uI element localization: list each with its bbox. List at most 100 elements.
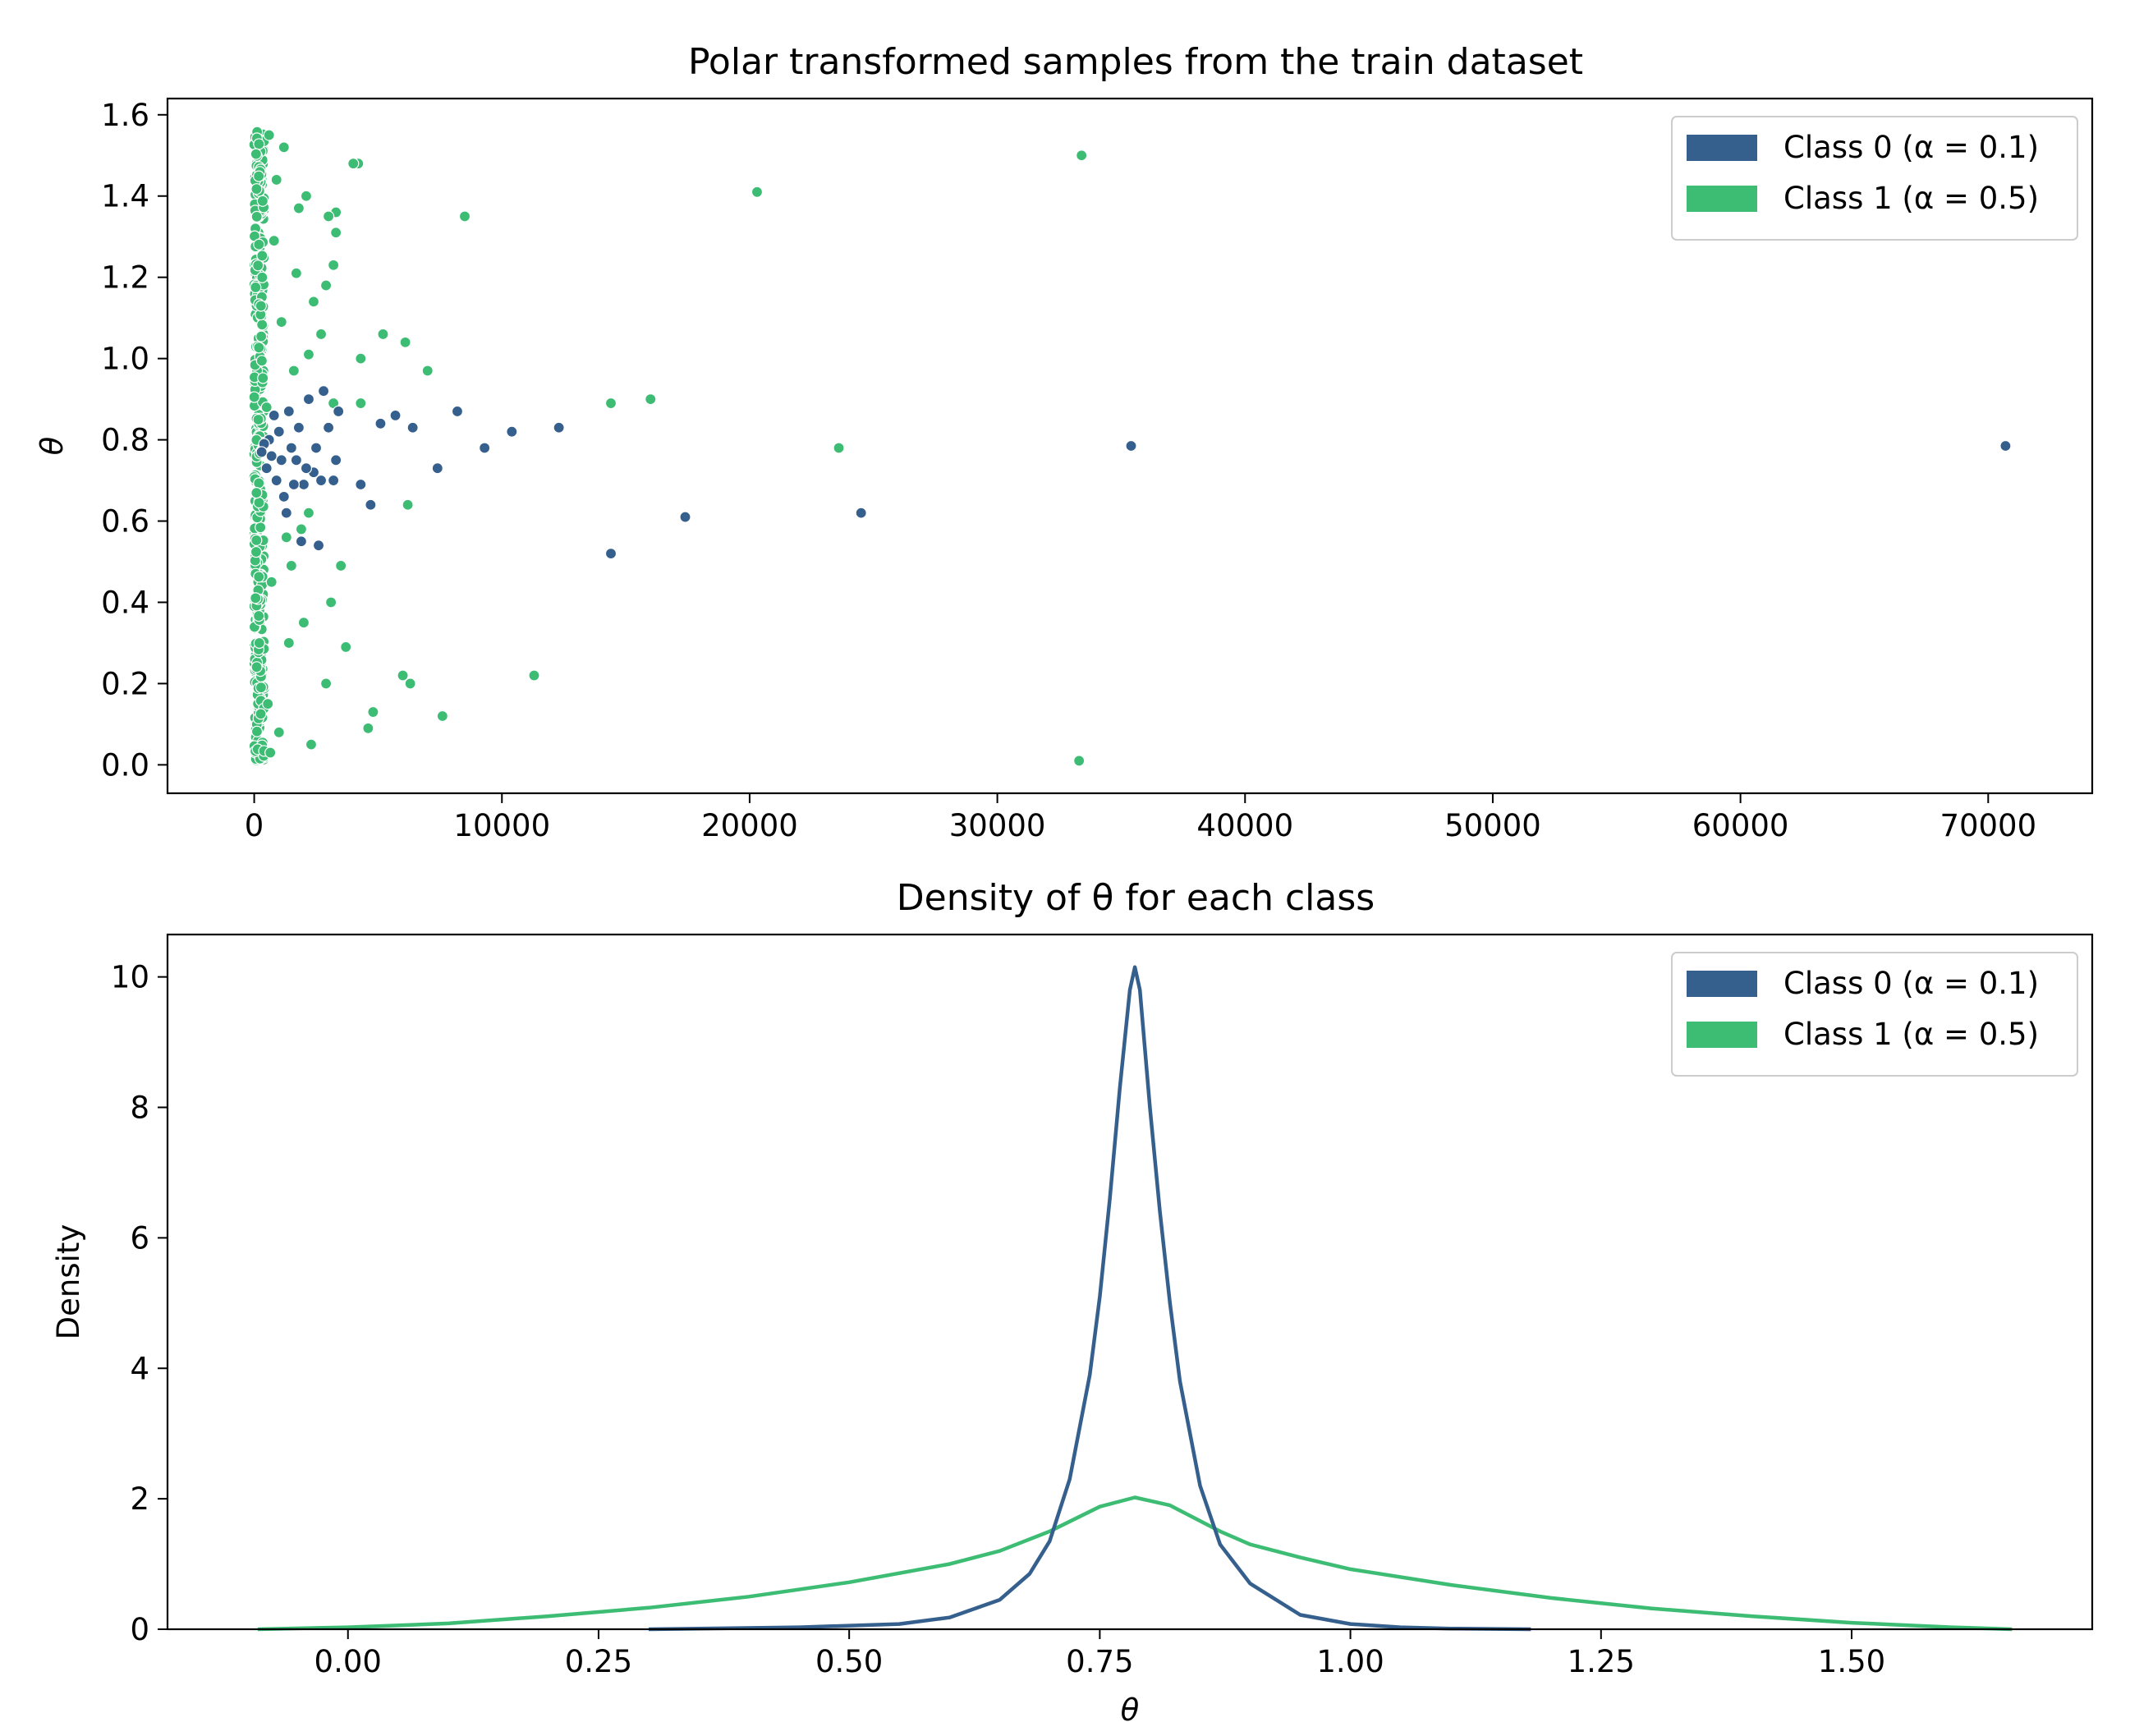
scatter-legend-label: Class 1 (α = 0.5) <box>1783 181 2039 216</box>
scatter-x-tick-label: 10000 <box>453 808 550 843</box>
scatter-x-tick-label: 40000 <box>1196 808 1293 843</box>
scatter-legend-label: Class 0 (α = 0.1) <box>1783 130 2039 165</box>
scatter-point-class0 <box>479 442 491 454</box>
scatter-point-class0 <box>300 462 313 475</box>
density-x-tick-label: 0.00 <box>314 1644 382 1679</box>
scatter-point-class1 <box>328 259 340 271</box>
scatter-point-class1 <box>255 682 268 694</box>
scatter-y-tick-label: 0.2 <box>101 666 149 701</box>
scatter-panel: Polar transformed samples from the train… <box>34 41 2094 843</box>
scatter-y-tick-label: 1.0 <box>101 342 149 377</box>
scatter-point-class1 <box>335 559 347 572</box>
scatter-point-class1 <box>253 238 265 250</box>
density-x-tick-label: 0.50 <box>815 1644 883 1679</box>
scatter-point-class1 <box>260 401 273 414</box>
scatter-point-class1 <box>250 183 263 195</box>
scatter-point-class1 <box>252 413 264 426</box>
scatter-point-class1 <box>290 267 302 279</box>
scatter-point-class1 <box>421 365 434 377</box>
scatter-point-class1 <box>325 596 337 609</box>
scatter-point-class1 <box>275 316 287 328</box>
scatter-point-class0 <box>374 417 387 429</box>
scatter-x-tick-label: 30000 <box>949 808 1046 843</box>
scatter-point-class0 <box>265 450 278 462</box>
scatter-point-class0 <box>285 442 297 454</box>
density-y-tick-label: 8 <box>130 1091 149 1126</box>
density-legend: Class 0 (α = 0.1) Class 1 (α = 0.5) <box>1671 952 2078 1077</box>
scatter-y-ticks: 0.0 0.2 0.4 0.6 0.8 1.0 1.2 1.4 1.6 <box>101 98 168 783</box>
density-legend-label: Class 0 (α = 0.1) <box>1783 966 2039 1001</box>
scatter-point-class1 <box>402 498 414 511</box>
scatter-point-class1 <box>253 571 265 583</box>
scatter-point-class1 <box>340 641 352 653</box>
density-frame <box>166 933 2094 1631</box>
scatter-point-class1 <box>436 710 448 723</box>
scatter-point-class1 <box>302 348 315 361</box>
density-lines <box>257 965 2013 1632</box>
scatter-point-class0 <box>278 490 290 503</box>
density-title: Density of θ for each class <box>897 877 1375 919</box>
scatter-point-class1 <box>604 397 617 410</box>
density-y-tick-label: 10 <box>111 960 149 995</box>
scatter-x-tick-label: 60000 <box>1692 808 1789 843</box>
scatter-point-class0 <box>255 446 268 458</box>
density-legend-label: Class 1 (α = 0.5) <box>1783 1017 2039 1052</box>
scatter-title: Polar transformed samples from the train… <box>688 41 1583 83</box>
scatter-point-class1 <box>263 129 275 141</box>
scatter-point-class0 <box>451 405 464 418</box>
scatter-point-class1 <box>250 592 262 604</box>
scatter-point-class1 <box>278 141 290 154</box>
scatter-point-class1 <box>252 259 264 272</box>
scatter-point-class1 <box>280 531 292 544</box>
scatter-point-class0 <box>365 498 377 511</box>
scatter-point-class1 <box>297 617 310 629</box>
density-legend-swatch <box>1687 971 1757 997</box>
scatter-point-class1 <box>645 393 657 406</box>
scatter-point-class1 <box>330 227 342 239</box>
scatter-point-class1 <box>458 210 471 223</box>
scatter-point-class0 <box>270 474 282 487</box>
scatter-point-class1 <box>253 170 265 182</box>
scatter-point-class1 <box>250 281 262 294</box>
density-y-tick-label: 6 <box>130 1220 149 1256</box>
scatter-point-class1 <box>399 336 411 348</box>
scatter-point-class1 <box>751 186 764 198</box>
scatter-point-class0 <box>1999 439 2012 452</box>
scatter-point-class1 <box>255 521 267 534</box>
scatter-point-class1 <box>355 397 367 410</box>
scatter-point-class1 <box>397 669 409 682</box>
scatter-point-class0 <box>355 478 367 491</box>
scatter-point-class1 <box>362 722 374 734</box>
scatter-y-label: θ <box>34 437 70 456</box>
scatter-point-class1 <box>377 328 389 341</box>
scatter-point-class1 <box>256 319 269 331</box>
density-y-tick-label: 2 <box>130 1481 149 1517</box>
scatter-point-class1 <box>319 279 333 292</box>
scatter-point-class0 <box>290 454 302 466</box>
scatter-point-class1 <box>528 669 540 682</box>
scatter-point-class0 <box>273 425 285 438</box>
scatter-point-class1 <box>355 352 367 365</box>
scatter-point-class1 <box>1073 755 1086 767</box>
density-y-ticks: 0 2 4 6 8 10 <box>111 960 168 1647</box>
scatter-point-class1 <box>282 636 295 650</box>
scatter-y-tick-label: 0.6 <box>101 504 149 540</box>
scatter-point-class1 <box>255 355 268 367</box>
scatter-points <box>248 126 2012 767</box>
scatter-legend-swatch <box>1687 186 1757 212</box>
scatter-point-class1 <box>253 636 265 650</box>
scatter-point-class1 <box>285 559 297 572</box>
density-line-class1 <box>257 1495 2013 1632</box>
scatter-y-tick-label: 0.0 <box>101 747 149 783</box>
scatter-point-class1 <box>262 698 274 710</box>
scatter-point-class1 <box>347 158 360 170</box>
scatter-x-ticks: 0 10000 20000 30000 40000 50000 60000 70000 <box>245 793 2036 843</box>
scatter-point-class1 <box>273 726 285 738</box>
density-y-tick-label: 0 <box>130 1612 149 1647</box>
scatter-point-class0 <box>333 405 345 418</box>
scatter-point-class1 <box>253 477 265 489</box>
scatter-point-class1 <box>319 677 333 690</box>
scatter-x-tick-label: 70000 <box>1939 808 2036 843</box>
scatter-point-class0 <box>322 421 335 434</box>
density-y-label: Density <box>51 1224 86 1340</box>
